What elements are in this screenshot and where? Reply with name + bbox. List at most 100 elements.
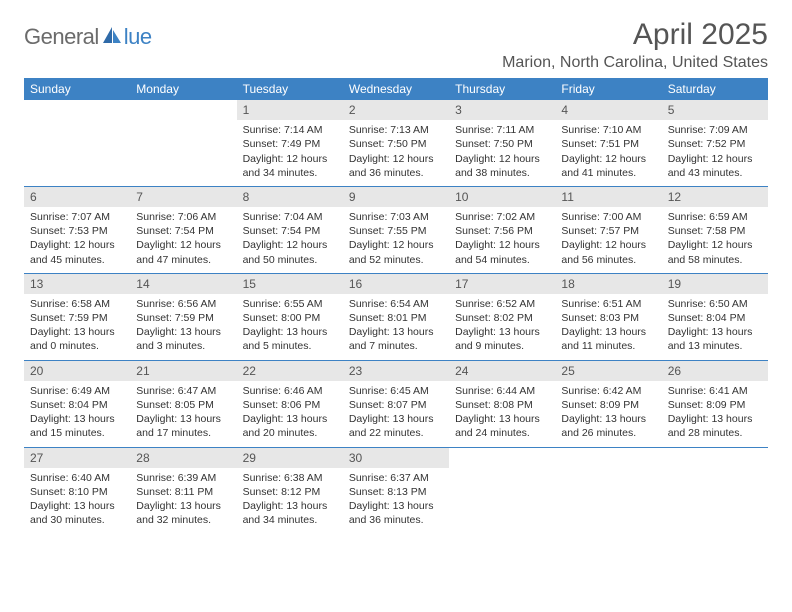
sunset-text: Sunset: 8:06 PM (243, 398, 337, 412)
daylight-text: Daylight: 13 hours and 30 minutes. (30, 499, 124, 527)
day-cell: 1Sunrise: 7:14 AMSunset: 7:49 PMDaylight… (237, 100, 343, 186)
page-header: General lue April 2025 Marion, North Car… (24, 18, 768, 72)
day-cell: 30Sunrise: 6:37 AMSunset: 8:13 PMDayligh… (343, 448, 449, 534)
day-body: Sunrise: 6:55 AMSunset: 8:00 PMDaylight:… (237, 294, 343, 360)
sunrise-text: Sunrise: 6:50 AM (668, 297, 762, 311)
daylight-text: Daylight: 13 hours and 20 minutes. (243, 412, 337, 440)
sunset-text: Sunset: 8:13 PM (349, 485, 443, 499)
sunrise-text: Sunrise: 7:04 AM (243, 210, 337, 224)
sunset-text: Sunset: 7:56 PM (455, 224, 549, 238)
day-cell: 15Sunrise: 6:55 AMSunset: 8:00 PMDayligh… (237, 274, 343, 360)
day-number: 28 (130, 448, 236, 468)
day-body: Sunrise: 7:00 AMSunset: 7:57 PMDaylight:… (555, 207, 661, 273)
sunset-text: Sunset: 7:50 PM (349, 137, 443, 151)
day-body: Sunrise: 6:38 AMSunset: 8:12 PMDaylight:… (237, 468, 343, 534)
day-cell: 3Sunrise: 7:11 AMSunset: 7:50 PMDaylight… (449, 100, 555, 186)
day-body: Sunrise: 6:46 AMSunset: 8:06 PMDaylight:… (237, 381, 343, 447)
logo-text-general: General (24, 24, 99, 50)
sunrise-text: Sunrise: 6:45 AM (349, 384, 443, 398)
day-header-monday: Monday (130, 78, 236, 100)
sunset-text: Sunset: 8:05 PM (136, 398, 230, 412)
daylight-text: Daylight: 12 hours and 36 minutes. (349, 152, 443, 180)
sunset-text: Sunset: 8:08 PM (455, 398, 549, 412)
day-number: 17 (449, 274, 555, 294)
day-cell (449, 448, 555, 534)
sunset-text: Sunset: 8:10 PM (30, 485, 124, 499)
day-body: Sunrise: 7:06 AMSunset: 7:54 PMDaylight:… (130, 207, 236, 273)
sunset-text: Sunset: 8:07 PM (349, 398, 443, 412)
sunset-text: Sunset: 8:09 PM (668, 398, 762, 412)
day-body: Sunrise: 6:42 AMSunset: 8:09 PMDaylight:… (555, 381, 661, 447)
day-body: Sunrise: 6:51 AMSunset: 8:03 PMDaylight:… (555, 294, 661, 360)
day-body: Sunrise: 6:41 AMSunset: 8:09 PMDaylight:… (662, 381, 768, 447)
sunrise-text: Sunrise: 6:54 AM (349, 297, 443, 311)
sunset-text: Sunset: 8:04 PM (668, 311, 762, 325)
title-block: April 2025 Marion, North Carolina, Unite… (502, 18, 768, 72)
sunrise-text: Sunrise: 6:49 AM (30, 384, 124, 398)
day-cell: 17Sunrise: 6:52 AMSunset: 8:02 PMDayligh… (449, 274, 555, 360)
day-header-wednesday: Wednesday (343, 78, 449, 100)
day-number: 29 (237, 448, 343, 468)
daylight-text: Daylight: 13 hours and 22 minutes. (349, 412, 443, 440)
day-cell: 2Sunrise: 7:13 AMSunset: 7:50 PMDaylight… (343, 100, 449, 186)
sunrise-text: Sunrise: 7:00 AM (561, 210, 655, 224)
day-body: Sunrise: 6:39 AMSunset: 8:11 PMDaylight:… (130, 468, 236, 534)
day-cell: 9Sunrise: 7:03 AMSunset: 7:55 PMDaylight… (343, 187, 449, 273)
sunrise-text: Sunrise: 6:39 AM (136, 471, 230, 485)
day-cell: 6Sunrise: 7:07 AMSunset: 7:53 PMDaylight… (24, 187, 130, 273)
day-body: Sunrise: 6:49 AMSunset: 8:04 PMDaylight:… (24, 381, 130, 447)
day-number: 19 (662, 274, 768, 294)
day-cell: 8Sunrise: 7:04 AMSunset: 7:54 PMDaylight… (237, 187, 343, 273)
day-body: Sunrise: 6:56 AMSunset: 7:59 PMDaylight:… (130, 294, 236, 360)
sunrise-text: Sunrise: 6:59 AM (668, 210, 762, 224)
day-body: Sunrise: 6:58 AMSunset: 7:59 PMDaylight:… (24, 294, 130, 360)
day-body: Sunrise: 7:03 AMSunset: 7:55 PMDaylight:… (343, 207, 449, 273)
daylight-text: Daylight: 12 hours and 38 minutes. (455, 152, 549, 180)
day-cell (24, 100, 130, 186)
daylight-text: Daylight: 13 hours and 36 minutes. (349, 499, 443, 527)
daylight-text: Daylight: 12 hours and 47 minutes. (136, 238, 230, 266)
day-header-friday: Friday (555, 78, 661, 100)
daylight-text: Daylight: 13 hours and 9 minutes. (455, 325, 549, 353)
day-cell: 4Sunrise: 7:10 AMSunset: 7:51 PMDaylight… (555, 100, 661, 186)
sunset-text: Sunset: 7:51 PM (561, 137, 655, 151)
sunrise-text: Sunrise: 6:46 AM (243, 384, 337, 398)
daylight-text: Daylight: 13 hours and 24 minutes. (455, 412, 549, 440)
daylight-text: Daylight: 12 hours and 50 minutes. (243, 238, 337, 266)
day-cell: 21Sunrise: 6:47 AMSunset: 8:05 PMDayligh… (130, 361, 236, 447)
day-cell: 7Sunrise: 7:06 AMSunset: 7:54 PMDaylight… (130, 187, 236, 273)
sunset-text: Sunset: 7:55 PM (349, 224, 443, 238)
sunrise-text: Sunrise: 6:52 AM (455, 297, 549, 311)
daylight-text: Daylight: 13 hours and 13 minutes. (668, 325, 762, 353)
day-header-thursday: Thursday (449, 78, 555, 100)
day-cell: 24Sunrise: 6:44 AMSunset: 8:08 PMDayligh… (449, 361, 555, 447)
sunset-text: Sunset: 8:12 PM (243, 485, 337, 499)
sunset-text: Sunset: 8:04 PM (30, 398, 124, 412)
sunrise-text: Sunrise: 7:10 AM (561, 123, 655, 137)
sunset-text: Sunset: 7:59 PM (30, 311, 124, 325)
day-number: 11 (555, 187, 661, 207)
day-cell: 13Sunrise: 6:58 AMSunset: 7:59 PMDayligh… (24, 274, 130, 360)
day-body: Sunrise: 7:10 AMSunset: 7:51 PMDaylight:… (555, 120, 661, 186)
sunrise-text: Sunrise: 6:58 AM (30, 297, 124, 311)
sunrise-text: Sunrise: 7:06 AM (136, 210, 230, 224)
sail-icon (102, 26, 122, 49)
day-number: 5 (662, 100, 768, 120)
sunrise-text: Sunrise: 7:11 AM (455, 123, 549, 137)
sunset-text: Sunset: 7:50 PM (455, 137, 549, 151)
day-cell: 16Sunrise: 6:54 AMSunset: 8:01 PMDayligh… (343, 274, 449, 360)
location-label: Marion, North Carolina, United States (502, 54, 768, 72)
day-cell: 20Sunrise: 6:49 AMSunset: 8:04 PMDayligh… (24, 361, 130, 447)
day-cell: 5Sunrise: 7:09 AMSunset: 7:52 PMDaylight… (662, 100, 768, 186)
daylight-text: Daylight: 13 hours and 5 minutes. (243, 325, 337, 353)
daylight-text: Daylight: 13 hours and 15 minutes. (30, 412, 124, 440)
day-cell: 22Sunrise: 6:46 AMSunset: 8:06 PMDayligh… (237, 361, 343, 447)
sunrise-text: Sunrise: 6:56 AM (136, 297, 230, 311)
day-body: Sunrise: 6:44 AMSunset: 8:08 PMDaylight:… (449, 381, 555, 447)
day-body: Sunrise: 7:07 AMSunset: 7:53 PMDaylight:… (24, 207, 130, 273)
sunset-text: Sunset: 7:52 PM (668, 137, 762, 151)
day-body: Sunrise: 6:50 AMSunset: 8:04 PMDaylight:… (662, 294, 768, 360)
day-header-saturday: Saturday (662, 78, 768, 100)
day-number: 25 (555, 361, 661, 381)
week-row: 1Sunrise: 7:14 AMSunset: 7:49 PMDaylight… (24, 100, 768, 186)
